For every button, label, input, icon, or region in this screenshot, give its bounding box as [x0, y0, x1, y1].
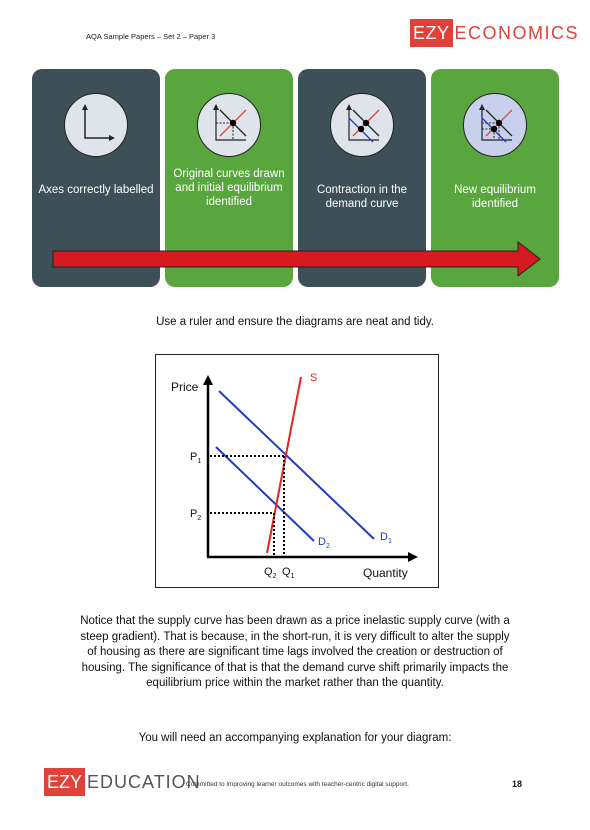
- logo-box: EZY: [410, 19, 453, 47]
- footer-tagline: Committed to improving learner outcomes …: [186, 781, 409, 788]
- step-label-new-equilibrium: New equilibrium identified: [454, 184, 536, 210]
- new-equilibrium-icon: [463, 93, 527, 157]
- quantity-axis-label: Quantity: [363, 566, 408, 580]
- page-number: 18: [512, 779, 523, 789]
- explanation-prompt: You will need an accompanying explanatio…: [138, 732, 452, 744]
- axes-icon: [64, 93, 128, 157]
- footer-logo-box: EZY: [44, 768, 86, 796]
- footer-logo-text: EDUCATION: [87, 771, 201, 792]
- d1-label: D1: [380, 531, 392, 546]
- supply-label: S: [310, 372, 318, 384]
- q2-label: Q2: [264, 566, 277, 581]
- x-axis-arrowhead: [408, 552, 418, 562]
- ruler-note: Use a ruler and ensure the diagrams are …: [156, 316, 434, 328]
- ezy-economics-logo: EZY ECONOMICS: [410, 18, 579, 48]
- explanation-paragraph: Notice that the supply curve has been dr…: [80, 615, 510, 689]
- ezy-education-logo: EZY EDUCATION: [44, 768, 201, 796]
- contraction-icon: [330, 93, 394, 157]
- step-label-axes: Axes correctly labelled: [38, 184, 154, 196]
- y-axis-arrowhead: [203, 375, 213, 385]
- supply-demand-diagram: Price Quantity P1 P2 Q2 Q1 S D1 D2: [155, 354, 439, 588]
- d2-label: D2: [318, 536, 330, 551]
- price-axis-label: Price: [171, 380, 199, 394]
- step-label-contraction: Contraction in the demand curve: [316, 184, 408, 210]
- step-label-original-curves: Original curves drawn and initial equili…: [173, 168, 285, 208]
- p1-label: P1: [190, 451, 202, 466]
- diagram-canvas: [203, 375, 418, 562]
- logo-text: ECONOMICS: [454, 22, 580, 43]
- document-header-title: AQA Sample Papers – Set 2 – Paper 3: [86, 32, 216, 41]
- demand-curve-d1: [218, 390, 375, 540]
- demand-curve-d2: [215, 446, 315, 542]
- original-curves-icon: [197, 93, 261, 157]
- p2-label: P2: [190, 508, 202, 523]
- q1-label: Q1: [282, 566, 295, 581]
- progress-arrow-icon: [52, 240, 541, 278]
